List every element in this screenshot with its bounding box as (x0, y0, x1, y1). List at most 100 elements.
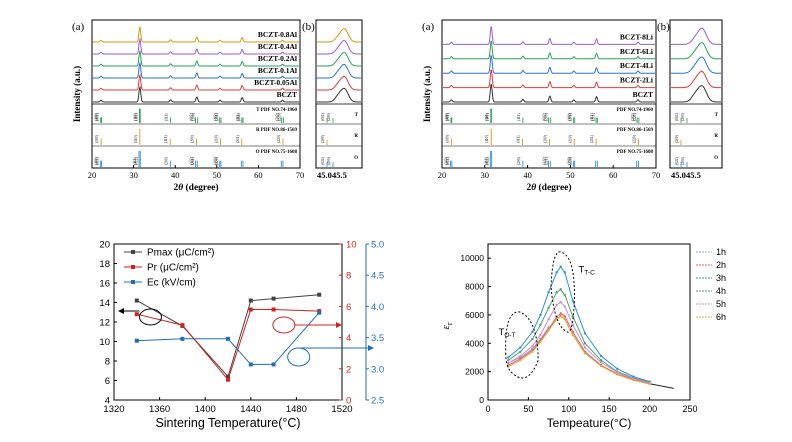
y-tick-label: 10000 (460, 253, 484, 263)
x-tick-label: 70 (652, 170, 661, 180)
legend-label: 5h (716, 299, 726, 309)
y-mid-tick-label: 6 (346, 302, 351, 313)
y-tick-label: 8000 (465, 282, 484, 292)
hkl-label: (001) (446, 112, 450, 121)
data-point (531, 350, 534, 353)
x-label-prefix: 2 (526, 183, 531, 193)
phase-letter: T (355, 113, 359, 118)
x-tick-label: 100 (561, 404, 576, 414)
data-point (519, 346, 522, 349)
series-line (136, 294, 320, 378)
y-tick-label: 0 (479, 395, 484, 405)
data-point (248, 362, 253, 367)
hkl-label: (122) (190, 156, 194, 165)
x-label-suffix: (degree) (183, 182, 218, 193)
x-tick-label: 30 (481, 170, 490, 180)
hkl-label: (210) (568, 134, 572, 143)
y-mid-tick-label: 4 (346, 333, 351, 344)
x-tick-label: 70 (296, 170, 305, 180)
reference-card-label: PDF NO.75-1608 (617, 150, 654, 155)
legend-marker (131, 280, 135, 284)
xrd-pattern-line (93, 73, 299, 91)
hkl-label: (100) (95, 134, 99, 143)
inset-x-tick-label: 45.0 (317, 170, 332, 180)
inset-hkl-label: (200) (327, 156, 331, 165)
hkl-label: (202) (567, 156, 571, 165)
data-point (317, 292, 322, 297)
series-label: BCZT-0.05Al (254, 78, 297, 87)
inset-pattern-line (317, 39, 361, 55)
data-point (180, 336, 185, 341)
data-point (271, 362, 276, 367)
data-point (583, 352, 587, 355)
y-left-tick-label: 6 (105, 376, 110, 387)
legend-marker (131, 250, 135, 254)
y-right-tick-label: 2.5 (371, 396, 384, 407)
x-label-theta: θ (531, 183, 536, 193)
tc-main: T (578, 264, 584, 275)
legend-marker (131, 265, 135, 269)
series-label: BCZT-0.2Al (258, 54, 297, 63)
legend-label: 3h (716, 273, 726, 283)
data-point (180, 323, 185, 328)
data-point (616, 371, 619, 374)
series-label: BCZT-4Li (620, 61, 653, 70)
data-point (134, 338, 139, 343)
y-label-sub: r (445, 322, 454, 325)
y-left-tick-label: 20 (99, 240, 110, 251)
x-tick-label: 60 (254, 170, 263, 180)
data-point (571, 315, 575, 318)
data-point (555, 303, 558, 307)
hkl-label: (211) (237, 113, 241, 121)
hkl-label: (111) (516, 135, 520, 143)
x-tick-label: 50 (523, 404, 533, 414)
data-point (507, 356, 510, 359)
inset-hkl-label: (002) (675, 112, 679, 121)
tc-annotation: TT-C (578, 264, 595, 276)
data-point (539, 313, 542, 317)
hkl-label: (202) (631, 112, 635, 121)
xrd-figure-2: (a) (b) BCZT-8Li BCZT-6Li BCZT-4Li BCZT-2Li BC… (422, 19, 723, 193)
inset-pattern-line (671, 27, 721, 45)
hkl-label: (100) (445, 134, 449, 143)
x-tick-label: 50 (566, 170, 575, 180)
x-axis-label: Tempeature(°C) (547, 416, 632, 430)
x-axis-label: 2θ (degree) (173, 182, 218, 193)
x-tick-label: 1480 (286, 404, 307, 415)
y-right-tick-label: 5.0 (371, 240, 384, 251)
y-left-tick-label: 10 (99, 337, 110, 348)
inset-pattern-line (671, 85, 721, 103)
inset-hkl-label: (002) (321, 112, 325, 121)
hkl-label: (112) (590, 113, 594, 121)
data-point (616, 367, 619, 370)
hkl-label: (200) (165, 156, 169, 165)
inset-hkl-label: (200) (675, 134, 679, 143)
y-axis-label: Intensity (a.u.) (422, 66, 432, 122)
legend-label: Ec (kV/cm) (147, 278, 196, 289)
hkl-label: (200) (517, 156, 521, 165)
y-right-tick-label: 3.0 (371, 364, 384, 375)
inset-pattern-line (671, 42, 721, 60)
x-tick-label: 20 (438, 170, 447, 180)
series-label: BCZT-8Li (620, 32, 653, 41)
inset-hkl-label: (200) (681, 112, 685, 121)
series-line (507, 312, 650, 385)
series-label: BCZT-0.4Al (258, 42, 297, 51)
data-point (648, 382, 651, 386)
hkl-label: (100) (445, 112, 449, 121)
x-tick-label: 200 (642, 404, 657, 414)
to-sub: O-T (504, 332, 515, 339)
legend-label: Pr (μC/cm²) (147, 263, 199, 274)
xrd-pattern-line (93, 61, 299, 79)
data-point (271, 307, 276, 312)
data-point (599, 354, 603, 358)
hkl-label: (201) (569, 112, 573, 121)
hkl-label: (111) (484, 157, 488, 165)
xrd-pattern-line (93, 49, 299, 67)
series-line (507, 301, 650, 384)
data-point (583, 342, 587, 345)
hkl-label: (200) (192, 112, 196, 121)
data-point (559, 300, 562, 304)
x-tick-label: 60 (609, 170, 618, 180)
tail-line (649, 383, 674, 389)
